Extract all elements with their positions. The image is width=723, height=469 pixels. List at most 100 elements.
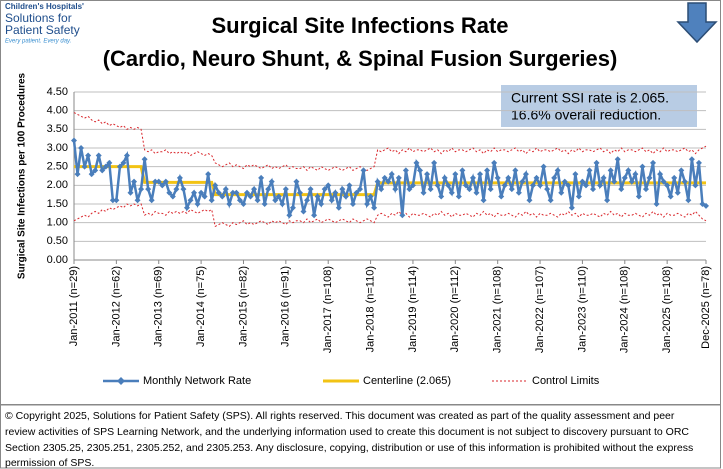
data-point (293, 178, 300, 185)
logo-line: Solutions for (5, 11, 72, 25)
data-point (268, 178, 275, 185)
annotation: Current SSI rate is 2.065. (511, 90, 669, 106)
legend-label: Control Limits (532, 375, 600, 387)
y-tick-label: 0.00 (47, 254, 68, 266)
data-point (183, 204, 190, 211)
data-point (176, 174, 183, 181)
y-axis-label: Surgical Site Infections per 100 Procedu… (17, 72, 28, 279)
data-point (120, 159, 127, 166)
data-point (81, 163, 88, 170)
data-point (385, 178, 392, 185)
data-point (590, 186, 597, 193)
y-tick-label: 4.00 (47, 105, 68, 117)
data-point (688, 156, 695, 163)
y-tick-label: 2.50 (47, 161, 68, 173)
data-point (85, 152, 92, 159)
data-point (356, 186, 363, 193)
data-point (201, 193, 208, 200)
legend-label: Monthly Network Rate (143, 375, 251, 387)
data-point (558, 189, 565, 196)
data-point (152, 178, 159, 185)
data-point (286, 212, 293, 219)
data-point (141, 156, 148, 163)
data-point (282, 186, 289, 193)
data-point (78, 145, 85, 151)
data-point (420, 189, 427, 196)
data-point (526, 197, 533, 204)
data-point (695, 159, 702, 166)
data-point (155, 178, 162, 185)
data-point (667, 193, 674, 200)
data-point (565, 182, 572, 189)
data-point (593, 159, 600, 166)
data-point (674, 189, 681, 196)
data-point (392, 186, 399, 193)
data-point (480, 197, 487, 204)
data-point (381, 174, 388, 181)
footer-line: Section 2305.25, 2305.251, 2305.252, and… (5, 442, 693, 454)
data-point (618, 186, 625, 193)
data-point (371, 204, 378, 211)
data-point (342, 193, 349, 200)
data-point (452, 171, 459, 178)
logo: Children's Hospitals' Solutions for Pati… (5, 2, 84, 44)
data-point (208, 197, 215, 204)
logo-line: Children's Hospitals' (5, 2, 84, 11)
data-point (512, 167, 519, 174)
data-point (402, 167, 409, 174)
data-point (272, 197, 279, 204)
logo-line: Patient Safety (5, 23, 80, 37)
x-tick-label: Jan-2015 (n=82) (237, 266, 249, 347)
annotation: 16.6% overall reduction. (511, 107, 661, 123)
data-point (642, 186, 649, 193)
data-point (484, 167, 491, 174)
logo-line: Every patient. Every day. (5, 39, 71, 45)
data-point (487, 186, 494, 193)
data-point (572, 171, 579, 178)
data-point (123, 152, 130, 159)
data-point (332, 189, 339, 196)
data-point (304, 197, 311, 204)
data-point (409, 182, 416, 189)
x-tick-label: Jan-2025 (n=108) (661, 266, 673, 353)
data-point (145, 186, 152, 193)
data-point (671, 174, 678, 181)
chart-title: Surgical Site Infections Rate (211, 13, 508, 38)
y-tick-label: 1.00 (47, 217, 68, 229)
data-point (466, 186, 473, 193)
data-point (222, 186, 229, 193)
y-tick-label: 2.00 (47, 179, 68, 191)
data-point (494, 174, 501, 181)
data-point (102, 163, 109, 170)
data-point (586, 167, 593, 174)
footer-line: permission of SPS. (5, 457, 94, 469)
data-point (547, 197, 554, 204)
data-point (660, 178, 667, 185)
data-point (417, 167, 424, 174)
data-point (501, 182, 508, 189)
y-tick-label: 3.00 (47, 142, 68, 154)
data-point (71, 137, 77, 144)
data-point (229, 189, 236, 196)
data-point (296, 189, 303, 196)
series-line (73, 112, 707, 172)
x-tick-label: Jan-2013 (n=69) (153, 266, 165, 347)
data-point (703, 202, 709, 209)
data-point (611, 178, 618, 185)
data-point (187, 197, 194, 204)
data-point (166, 189, 173, 196)
data-point (441, 174, 448, 181)
data-point (328, 197, 335, 204)
x-tick-label: Jan-2017 (n=108) (322, 266, 334, 353)
data-point (604, 197, 611, 204)
data-point (148, 197, 155, 204)
data-point (169, 193, 176, 200)
data-point (314, 193, 321, 200)
data-point (194, 201, 201, 207)
y-tick-label: 1.50 (47, 198, 68, 210)
data-point (247, 193, 254, 200)
data-point (88, 171, 95, 178)
data-point (212, 182, 219, 189)
data-point (378, 186, 385, 193)
